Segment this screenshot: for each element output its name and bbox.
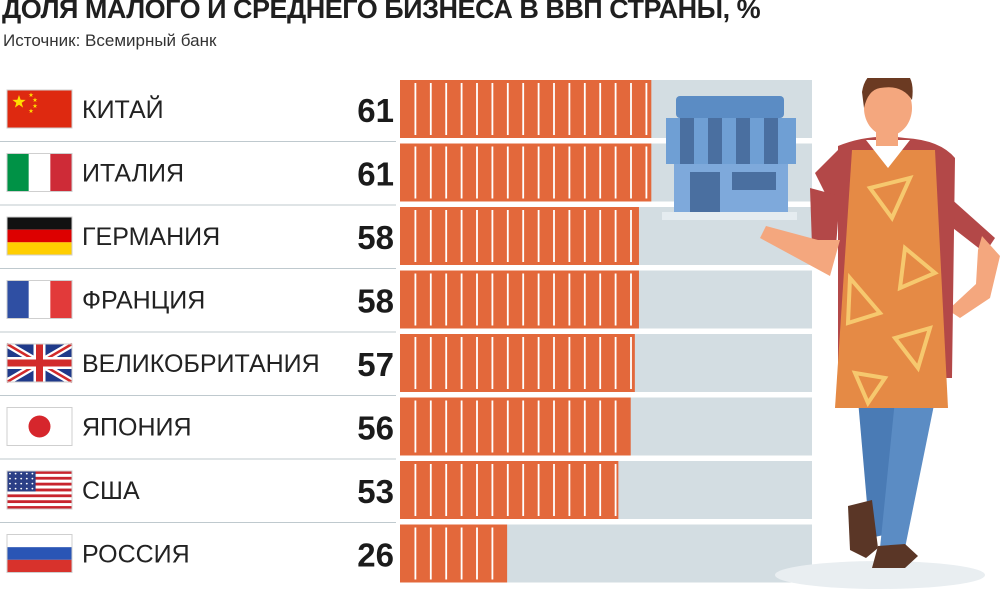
data-label: 61	[357, 156, 394, 193]
bar	[400, 270, 639, 329]
flag-usa-icon	[6, 470, 73, 510]
category-label: ВЕЛИКОБРИТАНИЯ	[82, 350, 320, 378]
category-label: ИТАЛИЯ	[82, 160, 184, 188]
category-label: ГЕРМАНИЯ	[82, 223, 220, 251]
bar-row: ВЕЛИКОБРИТАНИЯ 57	[0, 331, 812, 392]
flag-china-icon	[6, 89, 73, 129]
bar-bricks	[414, 527, 494, 580]
flag-uk-icon	[5, 340, 74, 386]
bar	[400, 524, 508, 583]
data-label: 58	[357, 219, 394, 256]
bar-bricks	[414, 83, 648, 135]
bar-chart: КИТАЙ 61 ИТАЛИЯ 61 ГЕРМАНИЯ 58 ФРАНЦИЯ 58 ВЕЛИКО…	[0, 78, 1000, 589]
bar-row: ФРАНЦИЯ 58	[0, 268, 812, 329]
chart-title: ДОЛЯ МАЛОГО И СРЕДНЕГО БИЗНЕСА В ВВП СТР…	[2, 0, 761, 24]
data-label: 61	[357, 92, 394, 129]
bar-bricks	[414, 146, 648, 199]
category-label: ФРАНЦИЯ	[82, 287, 205, 315]
bar	[400, 461, 619, 519]
bar-bricks	[414, 273, 632, 326]
bar-row: США 53	[0, 458, 812, 519]
data-label: 53	[357, 473, 394, 510]
data-label: 26	[357, 537, 394, 574]
bar-row: РОССИЯ 26	[0, 522, 812, 583]
bar	[400, 207, 639, 265]
flag-france-icon	[6, 280, 73, 319]
chart-source: Источник: Всемирный банк	[3, 31, 217, 50]
bar	[400, 334, 635, 392]
bar	[400, 143, 652, 202]
bar-bricks	[414, 464, 617, 516]
flag-japan-icon	[6, 407, 73, 446]
data-label: 58	[357, 283, 394, 320]
category-label: КИТАЙ	[82, 94, 164, 124]
flag-germany-icon	[6, 216, 73, 256]
data-label: 57	[357, 346, 394, 383]
shopkeeper-illustration	[662, 78, 1000, 589]
category-label: ЯПОНИЯ	[82, 414, 192, 442]
category-label: РОССИЯ	[82, 541, 190, 569]
bar-row: ЯПОНИЯ 56	[0, 395, 812, 456]
bar-bricks	[414, 210, 632, 262]
bar	[400, 397, 631, 456]
bar-bricks	[414, 400, 617, 453]
flag-russia-icon	[6, 534, 73, 573]
data-label: 56	[357, 410, 394, 447]
bar-bricks	[414, 337, 632, 389]
bar	[400, 80, 652, 138]
category-label: США	[82, 477, 140, 505]
flag-italy-icon	[6, 153, 73, 192]
